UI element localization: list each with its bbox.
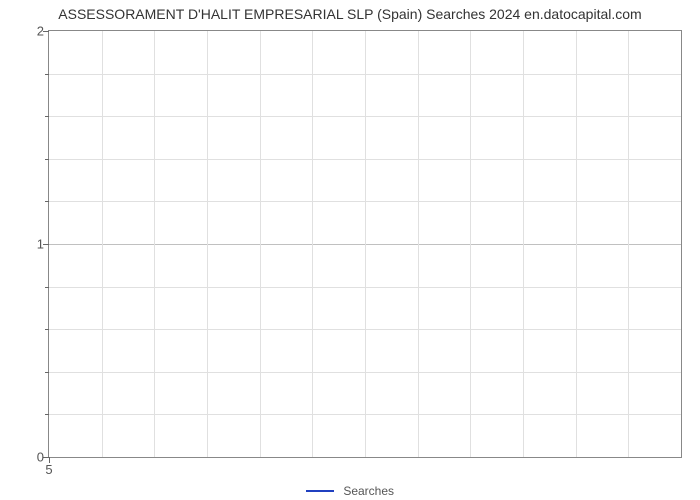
legend: Searches	[0, 483, 700, 498]
ytick-minor	[45, 414, 49, 415]
chart-title: ASSESSORAMENT D'HALIT EMPRESARIAL SLP (S…	[0, 6, 700, 22]
gridline-vertical	[470, 31, 471, 457]
gridline-vertical	[312, 31, 313, 457]
plot-area	[48, 30, 682, 458]
ytick-minor	[45, 372, 49, 373]
gridline-vertical	[365, 31, 366, 457]
ytick-minor	[45, 201, 49, 202]
gridline-vertical	[418, 31, 419, 457]
ytick-minor	[45, 159, 49, 160]
legend-line-icon	[306, 490, 334, 492]
ytick-minor	[45, 74, 49, 75]
gridline-vertical	[207, 31, 208, 457]
gridline-vertical	[523, 31, 524, 457]
legend-label: Searches	[343, 484, 394, 498]
ytick-label: 2	[4, 24, 44, 39]
chart-container: ASSESSORAMENT D'HALIT EMPRESARIAL SLP (S…	[0, 0, 700, 500]
xtick-label: 5	[45, 462, 52, 477]
ytick-minor	[45, 329, 49, 330]
ytick-label: 0	[4, 450, 44, 465]
gridline-vertical	[576, 31, 577, 457]
gridline-vertical	[628, 31, 629, 457]
ytick-minor	[45, 287, 49, 288]
gridline-vertical	[154, 31, 155, 457]
gridline-vertical	[260, 31, 261, 457]
ytick-minor	[45, 116, 49, 117]
gridline-vertical	[102, 31, 103, 457]
ytick-label: 1	[4, 237, 44, 252]
